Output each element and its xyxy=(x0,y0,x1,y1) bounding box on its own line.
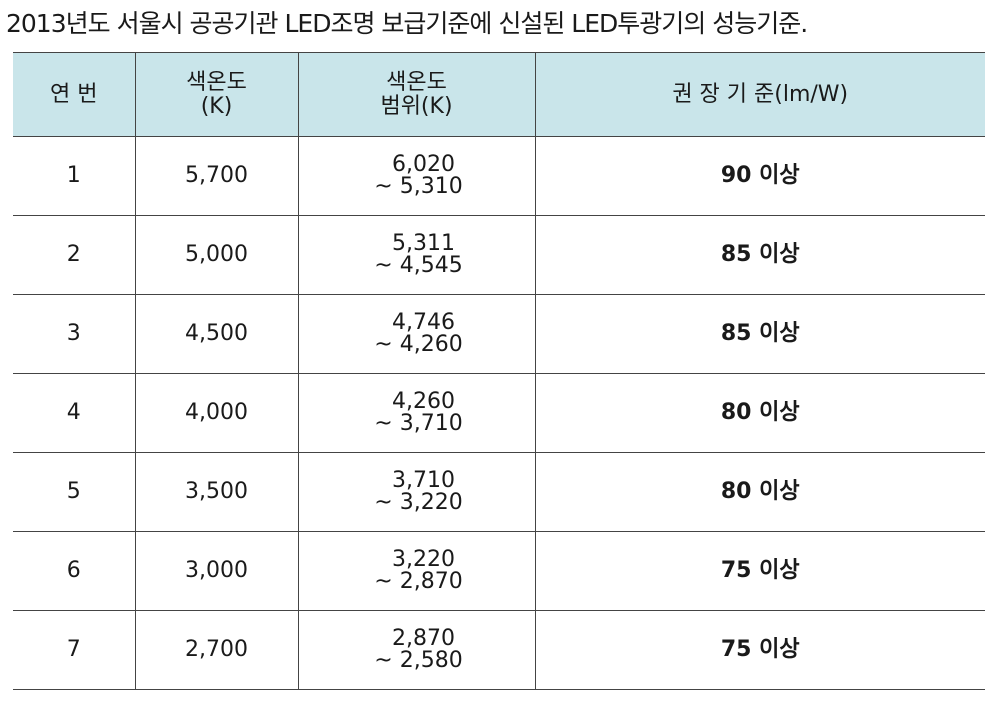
table-cell: 90 이상 xyxy=(534,136,985,216)
header-cell: 권 장 기 준(lm/W) xyxy=(534,52,985,137)
table-cell: 3,220 ~ 2,870 xyxy=(297,531,536,611)
cell-line: 5,311 xyxy=(392,231,455,256)
table-cell: 75 이상 xyxy=(534,531,985,611)
table-cell: 2,700 xyxy=(134,610,299,690)
table-cell: 4 xyxy=(13,373,136,453)
cell-line: 4,746 xyxy=(392,310,455,335)
table-cell: 85 이상 xyxy=(534,294,985,374)
table-row: 6 3,000 3,220 ~ 2,870 75 이상 xyxy=(13,531,985,611)
table-cell: 5,000 xyxy=(134,215,299,295)
cell-line: ~ 5,310 xyxy=(374,174,463,199)
cell-line: ~ 3,220 xyxy=(374,490,463,515)
table-cell: 2,870 ~ 2,580 xyxy=(297,610,536,690)
cell-line: 4,260 xyxy=(392,389,455,414)
table-row: 3 4,500 4,746 ~ 4,260 85 이상 xyxy=(13,294,985,374)
cell-line: ~ 3,710 xyxy=(374,411,463,436)
table-cell: 7 xyxy=(13,610,136,690)
table-cell: 2 xyxy=(13,215,136,295)
table-cell: 3 xyxy=(13,294,136,374)
cell-line: ~ 4,260 xyxy=(374,332,463,357)
table-cell: 4,746 ~ 4,260 xyxy=(297,294,536,374)
cell-line: 범위(K) xyxy=(380,93,453,119)
table-cell: 3,000 xyxy=(134,531,299,611)
header-cell: 색온도 범위(K) xyxy=(297,52,536,137)
table-cell: 80 이상 xyxy=(534,373,985,453)
cell-line: 색온도 xyxy=(386,69,447,95)
cell-line: ~ 2,870 xyxy=(374,569,463,594)
cell-line: 6,020 xyxy=(392,152,455,177)
table-cell: 5,311 ~ 4,545 xyxy=(297,215,536,295)
table-cell: 4,260 ~ 3,710 xyxy=(297,373,536,453)
table-body: 1 5,700 6,020 ~ 5,310 90 이상 2 5,000 5,311 ~ 4,54… xyxy=(13,136,985,690)
table-row: 7 2,700 2,870 ~ 2,580 75 이상 xyxy=(13,610,985,690)
table-cell: 4,000 xyxy=(134,373,299,453)
table-row: 4 4,000 4,260 ~ 3,710 80 이상 xyxy=(13,373,985,453)
table-cell: 5,700 xyxy=(134,136,299,216)
cell-line: 3,710 xyxy=(392,468,455,493)
table-cell: 6,020 ~ 5,310 xyxy=(297,136,536,216)
table-cell: 3,710 ~ 3,220 xyxy=(297,452,536,532)
table-cell: 85 이상 xyxy=(534,215,985,295)
table-row: 5 3,500 3,710 ~ 3,220 80 이상 xyxy=(13,452,985,532)
header-cell: 색온도 (K) xyxy=(134,52,299,137)
table-cell: 5 xyxy=(13,452,136,532)
table-cell: 3,500 xyxy=(134,452,299,532)
table-cell: 1 xyxy=(13,136,136,216)
table-cell: 80 이상 xyxy=(534,452,985,532)
cell-line: ~ 4,545 xyxy=(374,253,463,278)
table-row: 1 5,700 6,020 ~ 5,310 90 이상 xyxy=(13,136,985,216)
cell-line: (K) xyxy=(200,93,233,119)
header-row: 연 번 색온도 (K) 색온도 범위(K) 권 장 기 준(lm/W) xyxy=(13,52,985,137)
cell-line: ~ 2,580 xyxy=(374,648,463,673)
table-cell: 4,500 xyxy=(134,294,299,374)
title: 2013년도 서울시 공공기관 LED조명 보급기준에 신설된 LED투광기의 … xyxy=(6,9,808,38)
cell-line: 3,220 xyxy=(392,547,455,572)
spec-table: 연 번 색온도 (K) 색온도 범위(K) 권 장 기 준(lm/W) 1 5,700 6,0… xyxy=(13,52,985,690)
header-cell: 연 번 xyxy=(13,52,136,137)
table-row: 2 5,000 5,311 ~ 4,545 85 이상 xyxy=(13,215,985,295)
cell-line: 색온도 xyxy=(186,69,247,95)
cell-line: 2,870 xyxy=(392,626,455,651)
table-cell: 6 xyxy=(13,531,136,611)
table-cell: 75 이상 xyxy=(534,610,985,690)
